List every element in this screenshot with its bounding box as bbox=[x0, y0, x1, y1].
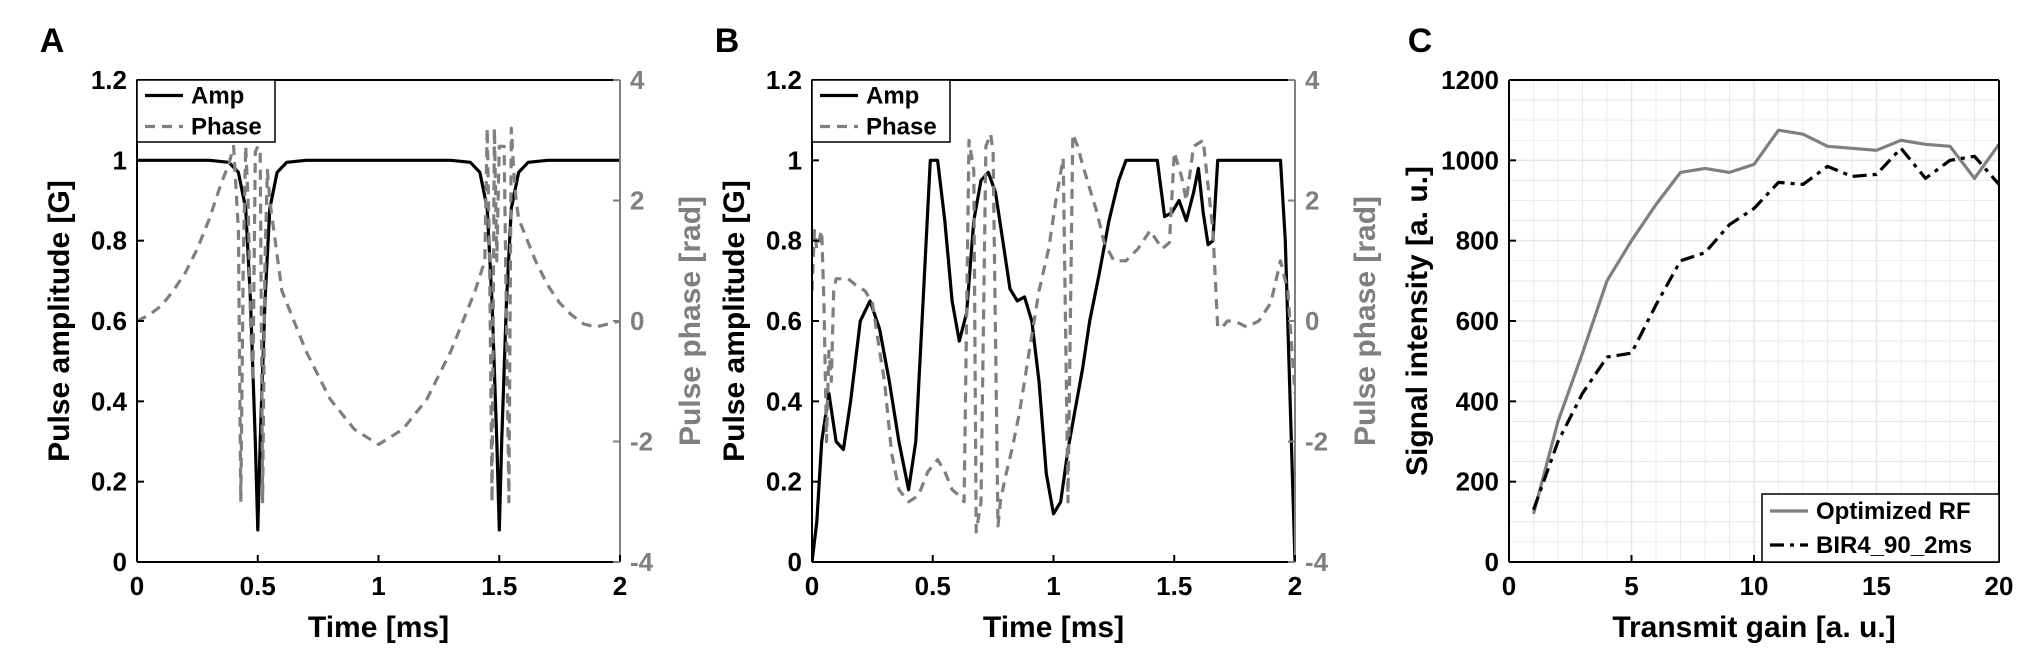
y-tick-label: 200 bbox=[1456, 467, 1499, 497]
panel-label: B bbox=[715, 22, 740, 60]
y-tick-label: 800 bbox=[1456, 226, 1499, 256]
y2-tick-label: -2 bbox=[1305, 427, 1328, 457]
x-tick-label: 0.5 bbox=[915, 571, 951, 601]
x-tick-label: 1.5 bbox=[1156, 571, 1192, 601]
legend-entry: Amp bbox=[191, 83, 244, 110]
y-tick-label: 600 bbox=[1456, 306, 1499, 336]
series-line-phase bbox=[812, 132, 1295, 534]
x-tick-label: 5 bbox=[1624, 571, 1638, 601]
y-tick-label: 0.6 bbox=[766, 306, 802, 336]
legend-entry: Phase bbox=[866, 114, 937, 141]
y-tick-label: 1.2 bbox=[766, 65, 802, 95]
panel-label: C bbox=[1408, 22, 1433, 60]
y-tick-label: 0 bbox=[1485, 547, 1499, 577]
series-line-optimized-rf bbox=[1531, 128, 1999, 515]
panel-label: A bbox=[40, 22, 65, 60]
y2-tick-label: -2 bbox=[630, 427, 653, 457]
y-tick-label: 1.2 bbox=[91, 65, 127, 95]
legend-entry: Phase bbox=[191, 114, 262, 141]
series-line-phase bbox=[137, 126, 620, 504]
panel-a: A 0 0.5 1 1.5 2 0 0.2 0.4 0.6 0.8 1 1.2 -4 -2 0 2 4 Time [… bbox=[40, 22, 707, 644]
y2-axis-label: Pulse phase [rad] bbox=[674, 196, 707, 446]
legend-entry: BIR4_90_2ms bbox=[1816, 532, 1972, 559]
legend-box bbox=[1761, 493, 2000, 563]
x-tick-label: 1 bbox=[371, 571, 385, 601]
y-tick-label: 400 bbox=[1456, 386, 1499, 416]
legend: Optimized RF BIR4_90_2ms bbox=[1761, 493, 2000, 563]
legend-entry: Optimized RF bbox=[1816, 498, 1971, 525]
x-tick-label: 0 bbox=[1502, 571, 1516, 601]
grid bbox=[1508, 79, 2000, 563]
y-tick-label: 1 bbox=[113, 145, 127, 175]
legend-entry: Amp bbox=[866, 83, 919, 110]
y-tick-label: 0.2 bbox=[766, 467, 802, 497]
legend-box bbox=[136, 79, 276, 143]
y-tick-label: 1200 bbox=[1441, 65, 1499, 95]
x-axis-label: Transmit gain [a. u.] bbox=[1612, 611, 1895, 644]
x-axis-label: Time [ms] bbox=[983, 611, 1124, 644]
x-tick-label: 2 bbox=[613, 571, 627, 601]
x-tick-label: 15 bbox=[1862, 571, 1891, 601]
y2-tick-label: 2 bbox=[1305, 186, 1319, 216]
x-tick-label: 0.5 bbox=[240, 571, 276, 601]
x-tick-label: 0 bbox=[805, 571, 819, 601]
y-tick-label: 0.4 bbox=[91, 386, 128, 416]
x-tick-label: 0 bbox=[130, 571, 144, 601]
y2-tick-label: 0 bbox=[1305, 306, 1319, 336]
y-tick-label: 1 bbox=[788, 145, 802, 175]
x-axis-label: Time [ms] bbox=[308, 611, 449, 644]
y2-tick-label: 2 bbox=[630, 186, 644, 216]
y2-tick-label: -4 bbox=[1305, 547, 1329, 577]
y-tick-label: 0.2 bbox=[91, 467, 127, 497]
y2-tick-label: -4 bbox=[630, 547, 654, 577]
y2-tick-label: 4 bbox=[630, 65, 645, 95]
x-tick-label: 2 bbox=[1288, 571, 1302, 601]
series-line-amp bbox=[137, 158, 620, 532]
legend: Amp Phase bbox=[811, 79, 951, 143]
y2-tick-label: 0 bbox=[630, 306, 644, 336]
x-tick-label: 10 bbox=[1740, 571, 1769, 601]
x-tick-label: 20 bbox=[1985, 571, 2014, 601]
y-tick-label: 0.6 bbox=[91, 306, 127, 336]
y-axis-label: Pulse amplitude [G] bbox=[43, 180, 76, 462]
y-tick-label: 0 bbox=[788, 547, 802, 577]
y2-axis-label: Pulse phase [rad] bbox=[1349, 196, 1382, 446]
y-tick-label: 0.8 bbox=[766, 226, 802, 256]
series-line-amp bbox=[812, 158, 1295, 563]
y-tick-label: 0.4 bbox=[766, 386, 803, 416]
legend-box bbox=[811, 79, 951, 143]
y-tick-label: 0 bbox=[113, 547, 127, 577]
x-tick-label: 1.5 bbox=[481, 571, 517, 601]
legend: Amp Phase bbox=[136, 79, 276, 143]
x-tick-label: 1 bbox=[1046, 571, 1060, 601]
series-line-bir4-90-2ms bbox=[1531, 146, 1999, 511]
y2-tick-label: 4 bbox=[1305, 65, 1320, 95]
y-tick-label: 1000 bbox=[1441, 145, 1499, 175]
y-axis-label: Pulse amplitude [G] bbox=[718, 180, 751, 462]
y-axis-label: Signal intensity [a. u.] bbox=[1401, 166, 1434, 476]
y-tick-label: 0.8 bbox=[91, 226, 127, 256]
panel-b: B 0 0.5 1 1.5 2 0 0.2 0.4 0.6 0.8 1 1.2 -4 -2 0 2 4 Time [… bbox=[715, 22, 1382, 644]
